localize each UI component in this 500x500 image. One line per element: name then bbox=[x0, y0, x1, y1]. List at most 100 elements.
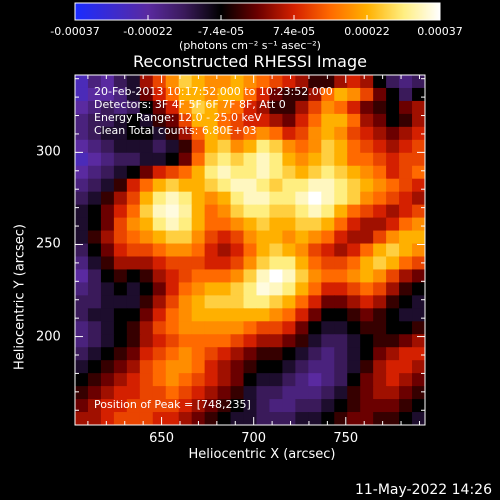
heatmap-cell bbox=[75, 386, 89, 400]
heatmap-cell bbox=[139, 165, 154, 180]
heatmap-cell bbox=[347, 87, 361, 102]
heatmap-cell bbox=[165, 347, 180, 361]
heatmap-cell bbox=[360, 126, 374, 141]
heatmap-cell bbox=[165, 373, 180, 387]
heatmap-cell bbox=[256, 399, 271, 413]
heatmap-cell bbox=[113, 113, 128, 128]
heatmap-cell bbox=[139, 282, 154, 296]
chart-title: Reconstructed RHESSI Image bbox=[133, 52, 367, 71]
colorbar-tick-label: 7.4e-05 bbox=[272, 25, 316, 38]
info-energy-range: Energy Range: 12.0 - 25.0 keV bbox=[94, 111, 262, 124]
heatmap-cell bbox=[75, 412, 89, 425]
heatmap-cell bbox=[386, 230, 400, 245]
heatmap-cell bbox=[412, 373, 425, 387]
heatmap-cell bbox=[100, 165, 115, 180]
heatmap-cell bbox=[230, 412, 245, 425]
heatmap-cell bbox=[204, 360, 219, 374]
heatmap-cell bbox=[282, 334, 296, 348]
heatmap-cell bbox=[230, 126, 245, 141]
heatmap-cell bbox=[347, 295, 361, 309]
heatmap-cell bbox=[347, 399, 361, 413]
colorbar-units: (photons cm⁻² s⁻¹ asec⁻²) bbox=[179, 39, 321, 52]
heatmap-cell bbox=[113, 152, 128, 167]
heatmap-cell bbox=[126, 334, 141, 348]
heatmap-cell bbox=[165, 334, 180, 348]
heatmap-cell bbox=[399, 75, 413, 89]
heatmap-cell bbox=[165, 178, 180, 193]
heatmap-cell bbox=[399, 217, 413, 232]
heatmap-cell bbox=[217, 165, 232, 180]
heatmap-cell bbox=[412, 204, 425, 219]
heatmap-cell bbox=[178, 269, 193, 283]
heatmap-cell bbox=[412, 334, 425, 348]
heatmap-cell bbox=[100, 152, 115, 167]
heatmap-cell bbox=[295, 75, 309, 89]
heatmap-cell bbox=[126, 386, 141, 400]
heatmap-cell bbox=[139, 139, 154, 154]
heatmap-cell bbox=[75, 152, 89, 167]
heatmap-cell bbox=[204, 75, 219, 89]
heatmap-cell bbox=[360, 100, 374, 115]
heatmap-cell bbox=[399, 126, 413, 141]
heatmap-cell bbox=[334, 100, 348, 115]
heatmap-cell bbox=[139, 126, 154, 141]
heatmap-cell bbox=[113, 204, 128, 219]
heatmap-cell bbox=[87, 360, 102, 374]
heatmap-cell bbox=[152, 386, 167, 400]
heatmap-cell bbox=[243, 152, 258, 167]
y-axis-label: Heliocentric Y (arcsec) bbox=[12, 224, 28, 370]
heatmap-cell bbox=[204, 321, 219, 335]
heatmap-cell bbox=[360, 165, 374, 180]
heatmap-cell bbox=[373, 152, 387, 167]
x-axis-label: Heliocentric X (arcsec) bbox=[188, 447, 336, 462]
heatmap-cell bbox=[347, 321, 361, 335]
heatmap-cell bbox=[399, 269, 413, 283]
heatmap-cell bbox=[399, 152, 413, 167]
heatmap-cell bbox=[386, 269, 400, 283]
heatmap-cell bbox=[295, 113, 309, 128]
heatmap-cell bbox=[204, 412, 219, 425]
heatmap-cell bbox=[412, 308, 425, 322]
heatmap-cell bbox=[87, 269, 102, 283]
heatmap-cell bbox=[373, 308, 387, 322]
heatmap-cell bbox=[321, 269, 335, 283]
heatmap-cell bbox=[126, 204, 141, 219]
heatmap-cell bbox=[178, 87, 193, 102]
heatmap-cell bbox=[308, 100, 322, 115]
heatmap-cell bbox=[87, 178, 102, 193]
heatmap-cell bbox=[360, 204, 374, 219]
heatmap-cell bbox=[321, 321, 335, 335]
heatmap-cell bbox=[256, 282, 271, 296]
heatmap-cell bbox=[217, 282, 232, 296]
heatmap-cell bbox=[412, 87, 425, 102]
heatmap-cell bbox=[412, 165, 425, 180]
heatmap-cell bbox=[321, 360, 335, 374]
heatmap-cells bbox=[75, 75, 425, 425]
heatmap-cell bbox=[178, 412, 193, 425]
heatmap-cell bbox=[139, 204, 154, 219]
heatmap-cell bbox=[230, 113, 245, 128]
heatmap-cell bbox=[256, 308, 271, 322]
heatmap-cell bbox=[191, 295, 206, 309]
heatmap-cell bbox=[113, 191, 128, 206]
heatmap-cell bbox=[256, 126, 271, 141]
heatmap-cell bbox=[152, 256, 167, 271]
heatmap-cell bbox=[230, 282, 245, 296]
heatmap-cell bbox=[269, 113, 283, 128]
heatmap-cell bbox=[269, 165, 283, 180]
heatmap-cell bbox=[191, 412, 206, 425]
heatmap-cell bbox=[334, 321, 348, 335]
heatmap-cell bbox=[100, 373, 115, 387]
heatmap-cell bbox=[256, 412, 271, 425]
heatmap-cell bbox=[152, 243, 167, 258]
heatmap-cell bbox=[334, 191, 348, 206]
heatmap-cell bbox=[113, 139, 128, 154]
heatmap-cell bbox=[373, 178, 387, 193]
heatmap-cell bbox=[217, 334, 232, 348]
heatmap-cell bbox=[321, 113, 335, 128]
heatmap-cell bbox=[412, 113, 425, 128]
heatmap-cell bbox=[399, 204, 413, 219]
heatmap-cell bbox=[256, 360, 271, 374]
heatmap-cell bbox=[282, 256, 296, 271]
heatmap-cell bbox=[347, 386, 361, 400]
